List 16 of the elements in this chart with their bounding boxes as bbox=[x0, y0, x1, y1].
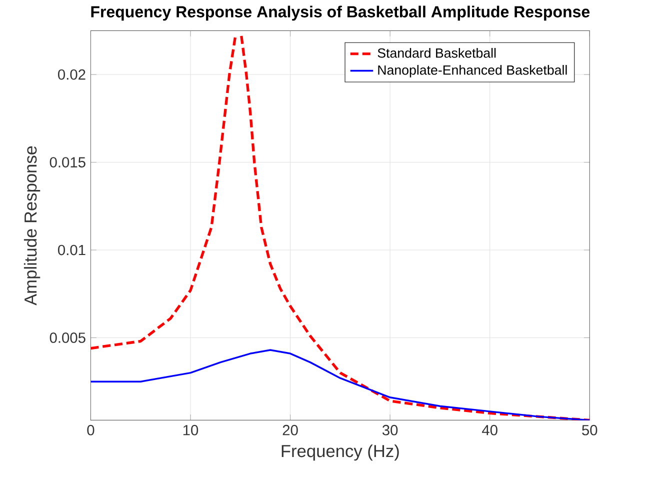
y-tick-label: 0.02 bbox=[58, 70, 86, 80]
x-tick-label: 0 bbox=[87, 425, 94, 436]
x-tick-label: 10 bbox=[183, 425, 198, 436]
y-tick-label: 0.005 bbox=[50, 332, 86, 344]
x-tick-label: 30 bbox=[382, 425, 398, 436]
legend-label: Nanoplate-Enhanced Basketball bbox=[378, 65, 567, 78]
y-tick-label: 0.015 bbox=[50, 157, 86, 168]
y-axis-title: Amplitude Response bbox=[24, 146, 40, 306]
x-tick-label: 40 bbox=[482, 425, 498, 436]
x-tick-label: 20 bbox=[282, 425, 298, 436]
line-series bbox=[90, 349, 590, 420]
x-axis-title: Frequency (Hz) bbox=[282, 444, 399, 461]
x-tick-label: 50 bbox=[582, 425, 598, 436]
y-tick-label: 0.01 bbox=[58, 245, 86, 256]
legend-label: Standard Basketball bbox=[378, 48, 496, 58]
chart-title: Frequency Response Analysis of Basketball Amplitude Response bbox=[91, 6, 590, 21]
